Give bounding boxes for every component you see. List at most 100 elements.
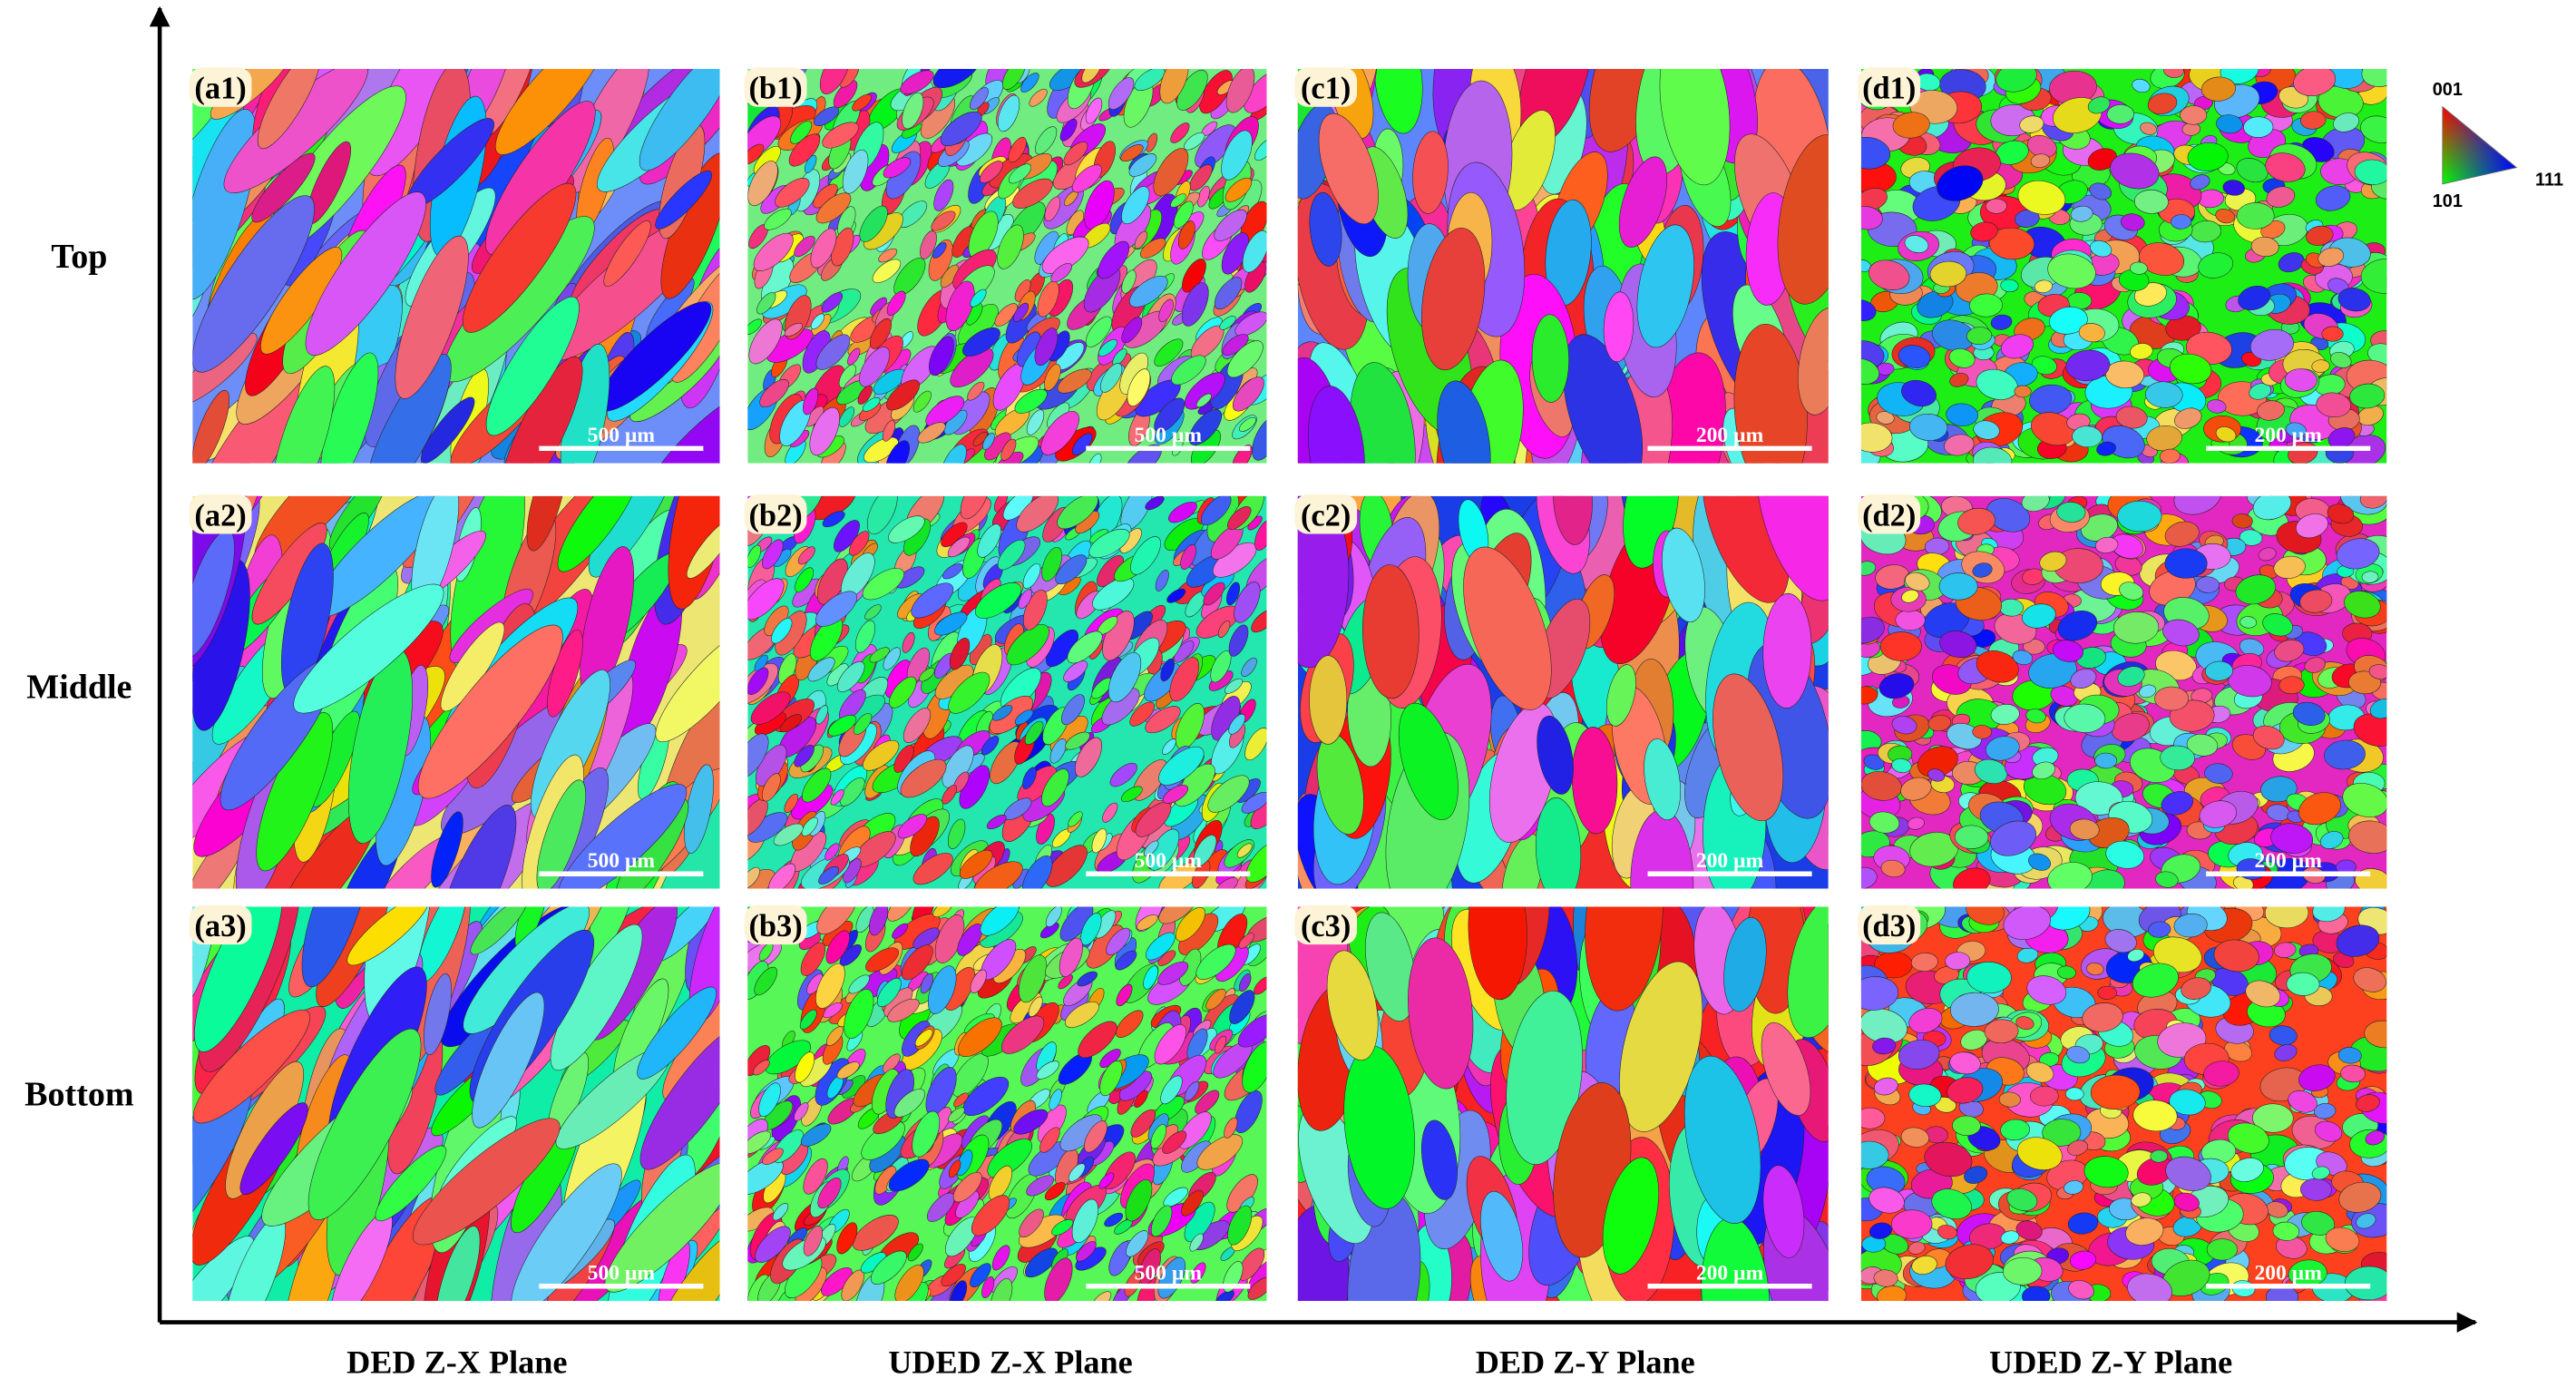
grain (815, 334, 851, 370)
grain (932, 906, 953, 918)
grain (869, 647, 890, 663)
grain (307, 1028, 422, 1220)
grain (822, 1002, 843, 1019)
grain (2113, 611, 2160, 644)
grain (1195, 1090, 1220, 1114)
row-label: Bottom (24, 1076, 134, 1114)
grain (1787, 906, 1829, 1039)
grain (1929, 260, 1967, 288)
grain (1076, 1241, 1097, 1262)
grain (1022, 767, 1037, 789)
grain (2325, 1227, 2360, 1252)
grain (2245, 980, 2281, 1008)
grain (1044, 364, 1061, 391)
grain (2278, 252, 2305, 273)
grain (2017, 180, 2066, 215)
grain (773, 823, 804, 846)
grain (754, 966, 778, 996)
grain (2170, 353, 2212, 385)
grain (1501, 834, 1544, 889)
grain (883, 647, 901, 670)
grain (1869, 259, 1910, 291)
grain (434, 805, 517, 889)
grain (973, 861, 1023, 889)
grain (952, 1171, 982, 1203)
grain (971, 1195, 1010, 1236)
grain (2200, 76, 2236, 102)
grain (747, 1130, 771, 1155)
ebsd-map (1860, 906, 2387, 1302)
grain (1895, 609, 1926, 631)
grain (1181, 282, 1209, 327)
scale-bar-label: 200 µm (1696, 1261, 1764, 1285)
grain (1088, 528, 1130, 558)
grain (848, 974, 870, 994)
grain (1531, 314, 1569, 403)
grain (2096, 441, 2116, 456)
grain (1949, 1051, 1981, 1075)
grain (603, 220, 651, 287)
grain (888, 1158, 930, 1192)
grain (1309, 655, 1348, 745)
grain (1878, 673, 1915, 699)
grain (2039, 551, 2067, 572)
grain (865, 947, 900, 973)
grain (2089, 239, 2113, 258)
grain (423, 973, 452, 1056)
grain (2089, 182, 2113, 200)
grain (1184, 132, 1205, 151)
grain (2222, 180, 2245, 196)
grain (192, 1009, 311, 1124)
column-label: UDED Z-X Plane (888, 1344, 1133, 1381)
grain (1189, 1233, 1204, 1252)
panel-label: (a2) (194, 498, 246, 533)
grain (1619, 961, 1703, 1132)
grain (1869, 1222, 1892, 1239)
grain (1974, 758, 2008, 785)
grain (192, 389, 229, 464)
ebsd-map (1297, 495, 1829, 889)
grain (1241, 792, 1267, 814)
grain (2148, 921, 2171, 938)
grain (833, 80, 858, 109)
grain (1203, 582, 1225, 606)
grain (2003, 1256, 2043, 1285)
grain (1908, 1008, 1943, 1033)
grain (1241, 657, 1257, 678)
grain (2083, 1156, 2129, 1188)
grain (1108, 1241, 1132, 1276)
grain (827, 715, 857, 737)
grain (747, 115, 782, 160)
grain (1029, 88, 1048, 107)
grain (1215, 1035, 1227, 1054)
grain (2298, 1064, 2336, 1091)
grain (2163, 69, 2184, 78)
grain (1091, 828, 1107, 854)
grain (772, 1203, 789, 1221)
grain (1990, 704, 2020, 725)
grain (2317, 247, 2345, 267)
grain (1911, 1256, 1937, 1276)
grain (748, 318, 783, 365)
grain (1154, 1024, 1186, 1065)
grain (1947, 1077, 1984, 1104)
grain (928, 239, 953, 281)
grain (1022, 563, 1041, 589)
grain (1420, 1119, 1458, 1200)
grain (1162, 785, 1189, 804)
grain (822, 122, 859, 149)
grain (1098, 338, 1117, 357)
grain (822, 511, 845, 528)
grain (1154, 338, 1184, 367)
grain (1225, 69, 1255, 113)
grain (655, 627, 720, 743)
grain (511, 1163, 622, 1302)
grain (1237, 1013, 1267, 1048)
grain (1946, 403, 1978, 426)
grain (872, 259, 902, 283)
grain (1190, 1262, 1206, 1284)
grain (1127, 368, 1151, 406)
grain (941, 1264, 966, 1287)
grain (2252, 1103, 2294, 1133)
